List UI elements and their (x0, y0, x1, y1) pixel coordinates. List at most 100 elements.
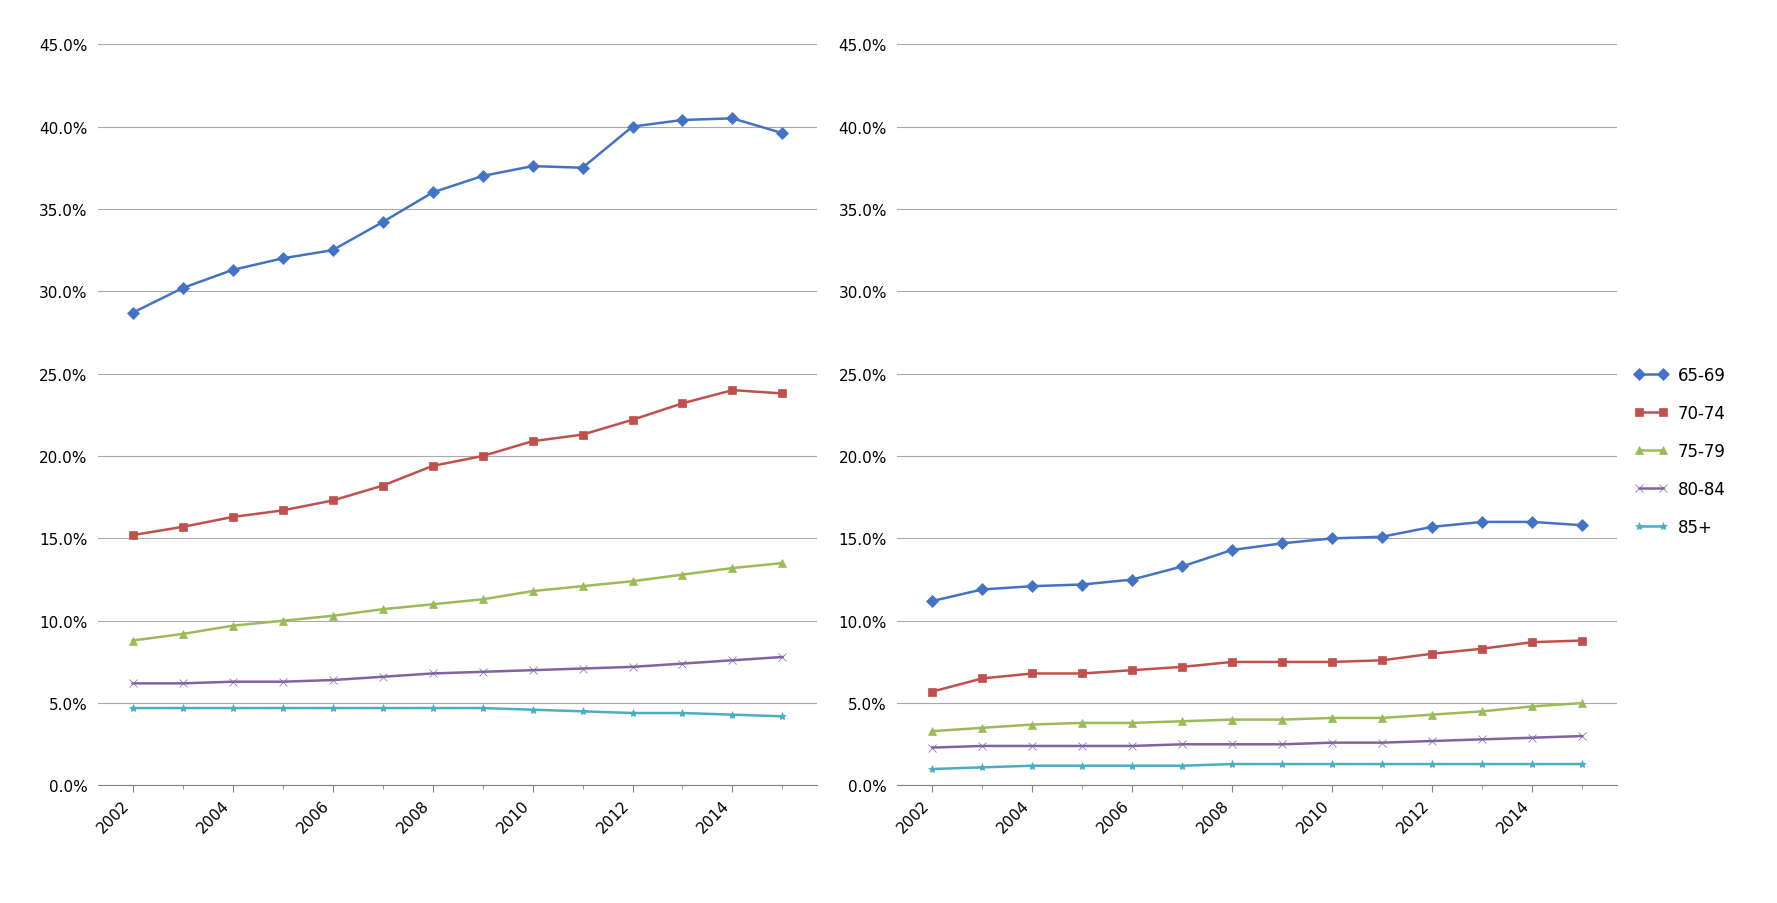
85+ (1322, 759, 1343, 769)
80-84 (1422, 736, 1443, 747)
85+ (1171, 760, 1192, 771)
80-84 (1022, 740, 1043, 751)
70-74 (1072, 668, 1093, 679)
85+ (421, 703, 442, 713)
85+ (1471, 759, 1493, 769)
85+ (172, 703, 194, 713)
Line: 85+: 85+ (128, 704, 787, 721)
70-74 (1272, 656, 1294, 667)
65-69 (1471, 517, 1493, 527)
85+ (272, 703, 293, 713)
Line: 70-74: 70-74 (928, 637, 1587, 696)
85+ (1072, 760, 1093, 771)
75-79 (622, 576, 643, 587)
75-79 (1422, 710, 1443, 721)
70-74 (1221, 656, 1242, 667)
70-74 (721, 386, 743, 396)
80-84 (1521, 732, 1542, 743)
80-84 (1571, 731, 1592, 741)
Line: 65-69: 65-69 (928, 518, 1587, 606)
65-69 (1372, 532, 1393, 543)
85+ (721, 710, 743, 721)
75-79 (1272, 714, 1294, 725)
75-79 (1022, 720, 1043, 731)
65-69 (371, 218, 393, 228)
70-74 (222, 512, 243, 523)
65-69 (473, 172, 494, 182)
80-84 (721, 656, 743, 666)
65-69 (172, 284, 194, 294)
85+ (522, 704, 544, 715)
70-74 (371, 480, 393, 491)
65-69 (522, 162, 544, 172)
80-84 (371, 672, 393, 683)
80-84 (1372, 738, 1393, 749)
80-84 (172, 678, 194, 689)
70-74 (1171, 662, 1192, 673)
65-69 (1322, 534, 1343, 545)
75-79 (771, 558, 793, 569)
85+ (1521, 759, 1542, 769)
80-84 (473, 666, 494, 677)
75-79 (672, 570, 693, 581)
85+ (1272, 759, 1294, 769)
70-74 (1422, 648, 1443, 659)
70-74 (1121, 665, 1143, 675)
80-84 (622, 662, 643, 673)
80-84 (1322, 738, 1343, 749)
80-84 (1072, 740, 1093, 751)
75-79 (1221, 714, 1242, 725)
65-69 (771, 128, 793, 139)
85+ (1372, 759, 1393, 769)
65-69 (1121, 574, 1143, 585)
85+ (1571, 759, 1592, 769)
85+ (771, 711, 793, 721)
70-74 (1521, 637, 1542, 647)
75-79 (1372, 712, 1393, 723)
85+ (473, 703, 494, 713)
80-84 (1121, 740, 1143, 751)
80-84 (672, 658, 693, 669)
Line: 75-79: 75-79 (928, 699, 1587, 735)
85+ (572, 706, 594, 717)
75-79 (1072, 718, 1093, 729)
Line: 70-74: 70-74 (128, 386, 787, 540)
75-79 (1121, 718, 1143, 729)
65-69 (1521, 517, 1542, 527)
70-74 (473, 452, 494, 462)
85+ (322, 703, 343, 713)
65-69 (922, 596, 944, 607)
65-69 (1221, 545, 1242, 555)
65-69 (1422, 522, 1443, 533)
65-69 (1272, 538, 1294, 549)
80-84 (421, 668, 442, 679)
85+ (123, 703, 144, 713)
80-84 (123, 678, 144, 689)
70-74 (972, 674, 993, 684)
70-74 (771, 388, 793, 399)
75-79 (721, 563, 743, 573)
Line: 80-84: 80-84 (128, 653, 787, 688)
85+ (622, 708, 643, 719)
Line: 65-69: 65-69 (128, 115, 787, 318)
65-69 (1022, 582, 1043, 592)
85+ (1221, 759, 1242, 769)
70-74 (172, 522, 194, 533)
65-69 (1571, 520, 1592, 531)
65-69 (1171, 562, 1192, 573)
70-74 (622, 414, 643, 425)
70-74 (1022, 668, 1043, 679)
80-84 (222, 676, 243, 687)
85+ (672, 708, 693, 719)
65-69 (972, 584, 993, 595)
70-74 (1322, 656, 1343, 667)
Line: 80-84: 80-84 (928, 732, 1587, 752)
80-84 (322, 675, 343, 685)
75-79 (972, 722, 993, 733)
75-79 (272, 616, 293, 627)
80-84 (1272, 739, 1294, 749)
70-74 (922, 686, 944, 697)
65-69 (272, 254, 293, 265)
70-74 (1372, 656, 1393, 666)
70-74 (522, 436, 544, 447)
